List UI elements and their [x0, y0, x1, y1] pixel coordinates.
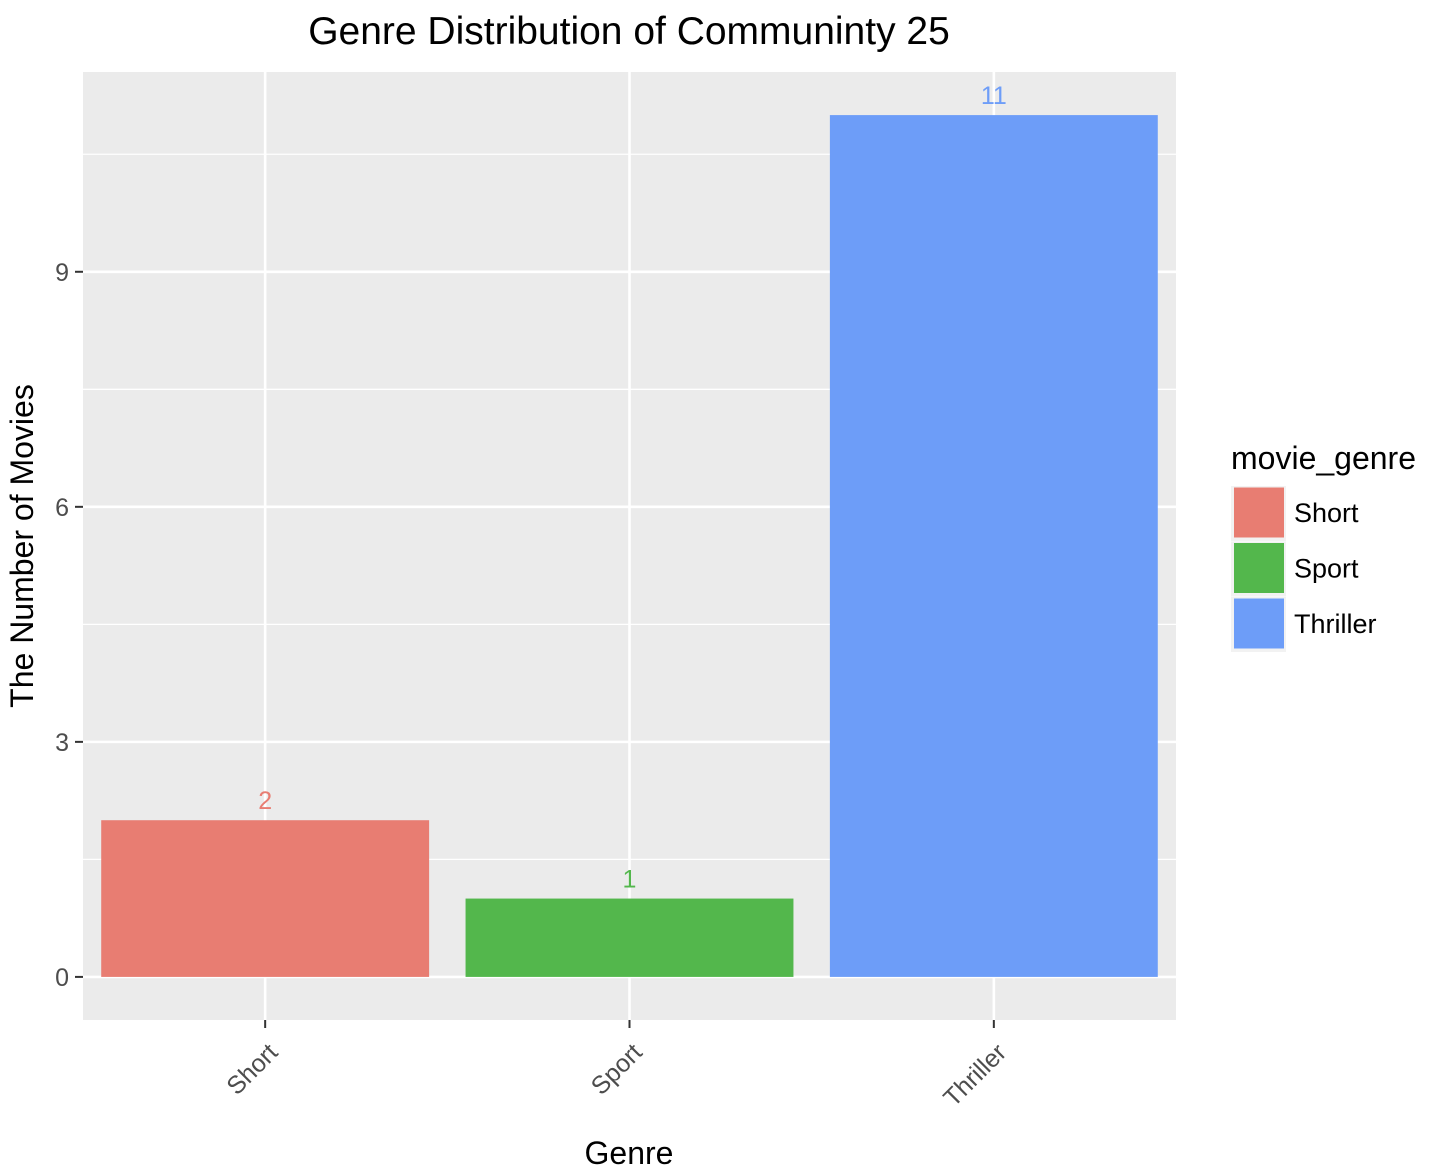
y-axis-title: The Number of Movies	[4, 384, 40, 708]
legend-label-sport: Sport	[1294, 554, 1359, 584]
y-axis: 0 3 6 9	[55, 259, 83, 992]
legend-items: Short Sport Thriller	[1231, 486, 1377, 652]
bars	[101, 115, 1158, 977]
y-tick-label: 9	[55, 259, 69, 287]
legend: movie_genre Short Sport Thriller	[1231, 440, 1416, 652]
legend-title: movie_genre	[1231, 440, 1416, 476]
bar-thriller	[829, 115, 1158, 977]
bar-sport	[465, 898, 794, 977]
x-tick-label-sport: Sport	[586, 1038, 648, 1100]
legend-swatch-thriller	[1234, 598, 1284, 649]
value-label-sport: 1	[623, 866, 637, 894]
x-axis: Short Sport Thriller	[221, 1020, 1012, 1112]
y-tick-label: 0	[55, 964, 69, 992]
legend-swatch-sport	[1234, 543, 1284, 593]
legend-label-thriller: Thriller	[1294, 609, 1377, 639]
x-tick-label-short: Short	[221, 1038, 283, 1100]
value-label-short: 2	[258, 787, 272, 815]
x-axis-title: Genre	[585, 1135, 674, 1171]
legend-label-short: Short	[1294, 498, 1359, 528]
value-label-thriller: 11	[981, 82, 1007, 110]
legend-swatch-short	[1234, 487, 1284, 538]
bar-short	[101, 820, 430, 977]
y-tick-label: 3	[55, 729, 69, 757]
x-tick-label-thriller: Thriller	[938, 1038, 1012, 1112]
y-tick-label: 6	[55, 494, 69, 522]
chart-title: Genre Distribution of Communinty 25	[308, 10, 950, 53]
